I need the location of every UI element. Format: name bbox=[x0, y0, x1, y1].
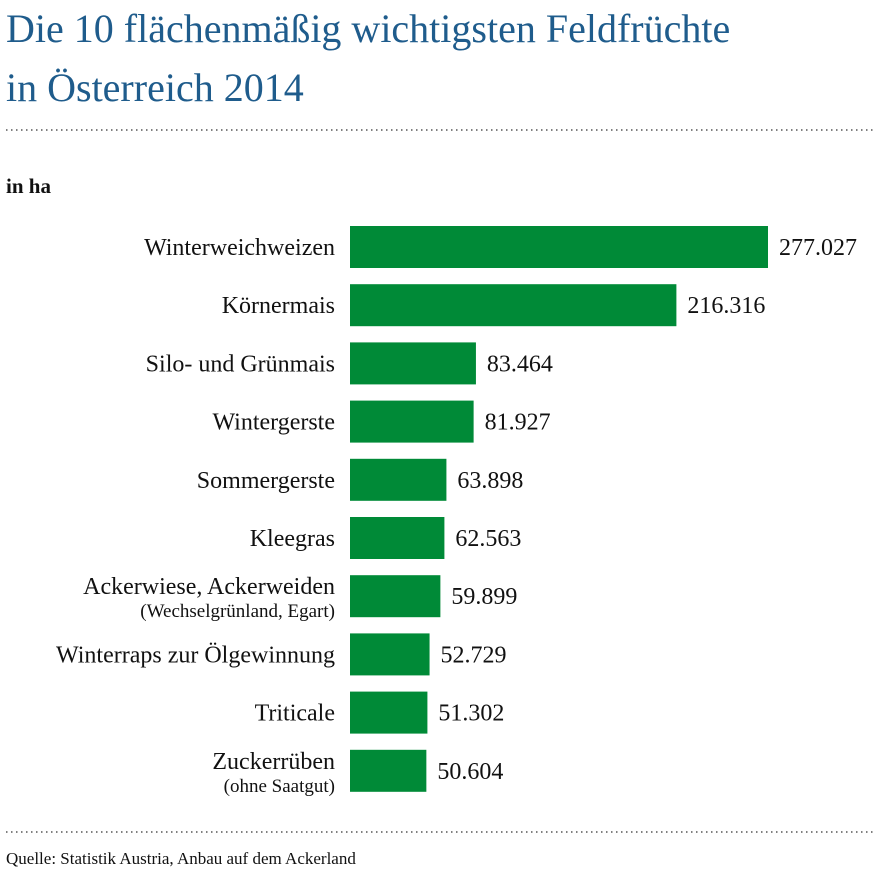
value-label: 216.316 bbox=[687, 293, 765, 319]
bar bbox=[350, 226, 768, 268]
value-label: 83.464 bbox=[487, 351, 553, 377]
chart-title: Die 10 flächenmäßig wichtigsten Feldfrüc… bbox=[6, 6, 730, 51]
category-note: (ohne Saatgut) bbox=[224, 776, 335, 797]
source: Quelle: Statistik Austria, Anbau auf dem… bbox=[6, 849, 356, 868]
bar bbox=[350, 691, 428, 734]
bar bbox=[350, 284, 677, 327]
value-label: 50.604 bbox=[437, 759, 503, 785]
bar bbox=[350, 517, 445, 559]
category-label: Zuckerrüben bbox=[212, 749, 335, 775]
category-note: (Wechselgrünland, Egart) bbox=[140, 601, 335, 622]
bar bbox=[350, 633, 430, 676]
bar bbox=[350, 458, 447, 501]
category-label: Winterraps zur Ölgewinnung bbox=[56, 642, 335, 668]
category-label: Ackerwiese, Ackerweiden bbox=[83, 574, 335, 600]
bar bbox=[350, 575, 441, 618]
category-label: Silo- und Grünmais bbox=[146, 351, 335, 377]
category-label: Sommergerste bbox=[197, 468, 335, 494]
value-label: 277.027 bbox=[779, 235, 857, 261]
bar bbox=[350, 342, 476, 385]
bar bbox=[350, 749, 427, 792]
value-label: 51.302 bbox=[438, 701, 504, 727]
value-label: 59.899 bbox=[451, 584, 517, 610]
unit-label: in ha bbox=[6, 174, 51, 198]
category-label: Winterweichweizen bbox=[144, 235, 335, 261]
category-label: Körnermais bbox=[222, 293, 335, 319]
value-label: 52.729 bbox=[441, 642, 507, 668]
chart-title: in Österreich 2014 bbox=[6, 65, 304, 110]
value-label: 81.927 bbox=[485, 410, 551, 436]
category-label: Wintergerste bbox=[212, 410, 335, 436]
value-label: 62.563 bbox=[455, 526, 521, 552]
category-label: Triticale bbox=[255, 701, 335, 727]
category-label: Kleegras bbox=[250, 526, 335, 552]
bar bbox=[350, 400, 474, 443]
value-label: 63.898 bbox=[457, 468, 523, 494]
